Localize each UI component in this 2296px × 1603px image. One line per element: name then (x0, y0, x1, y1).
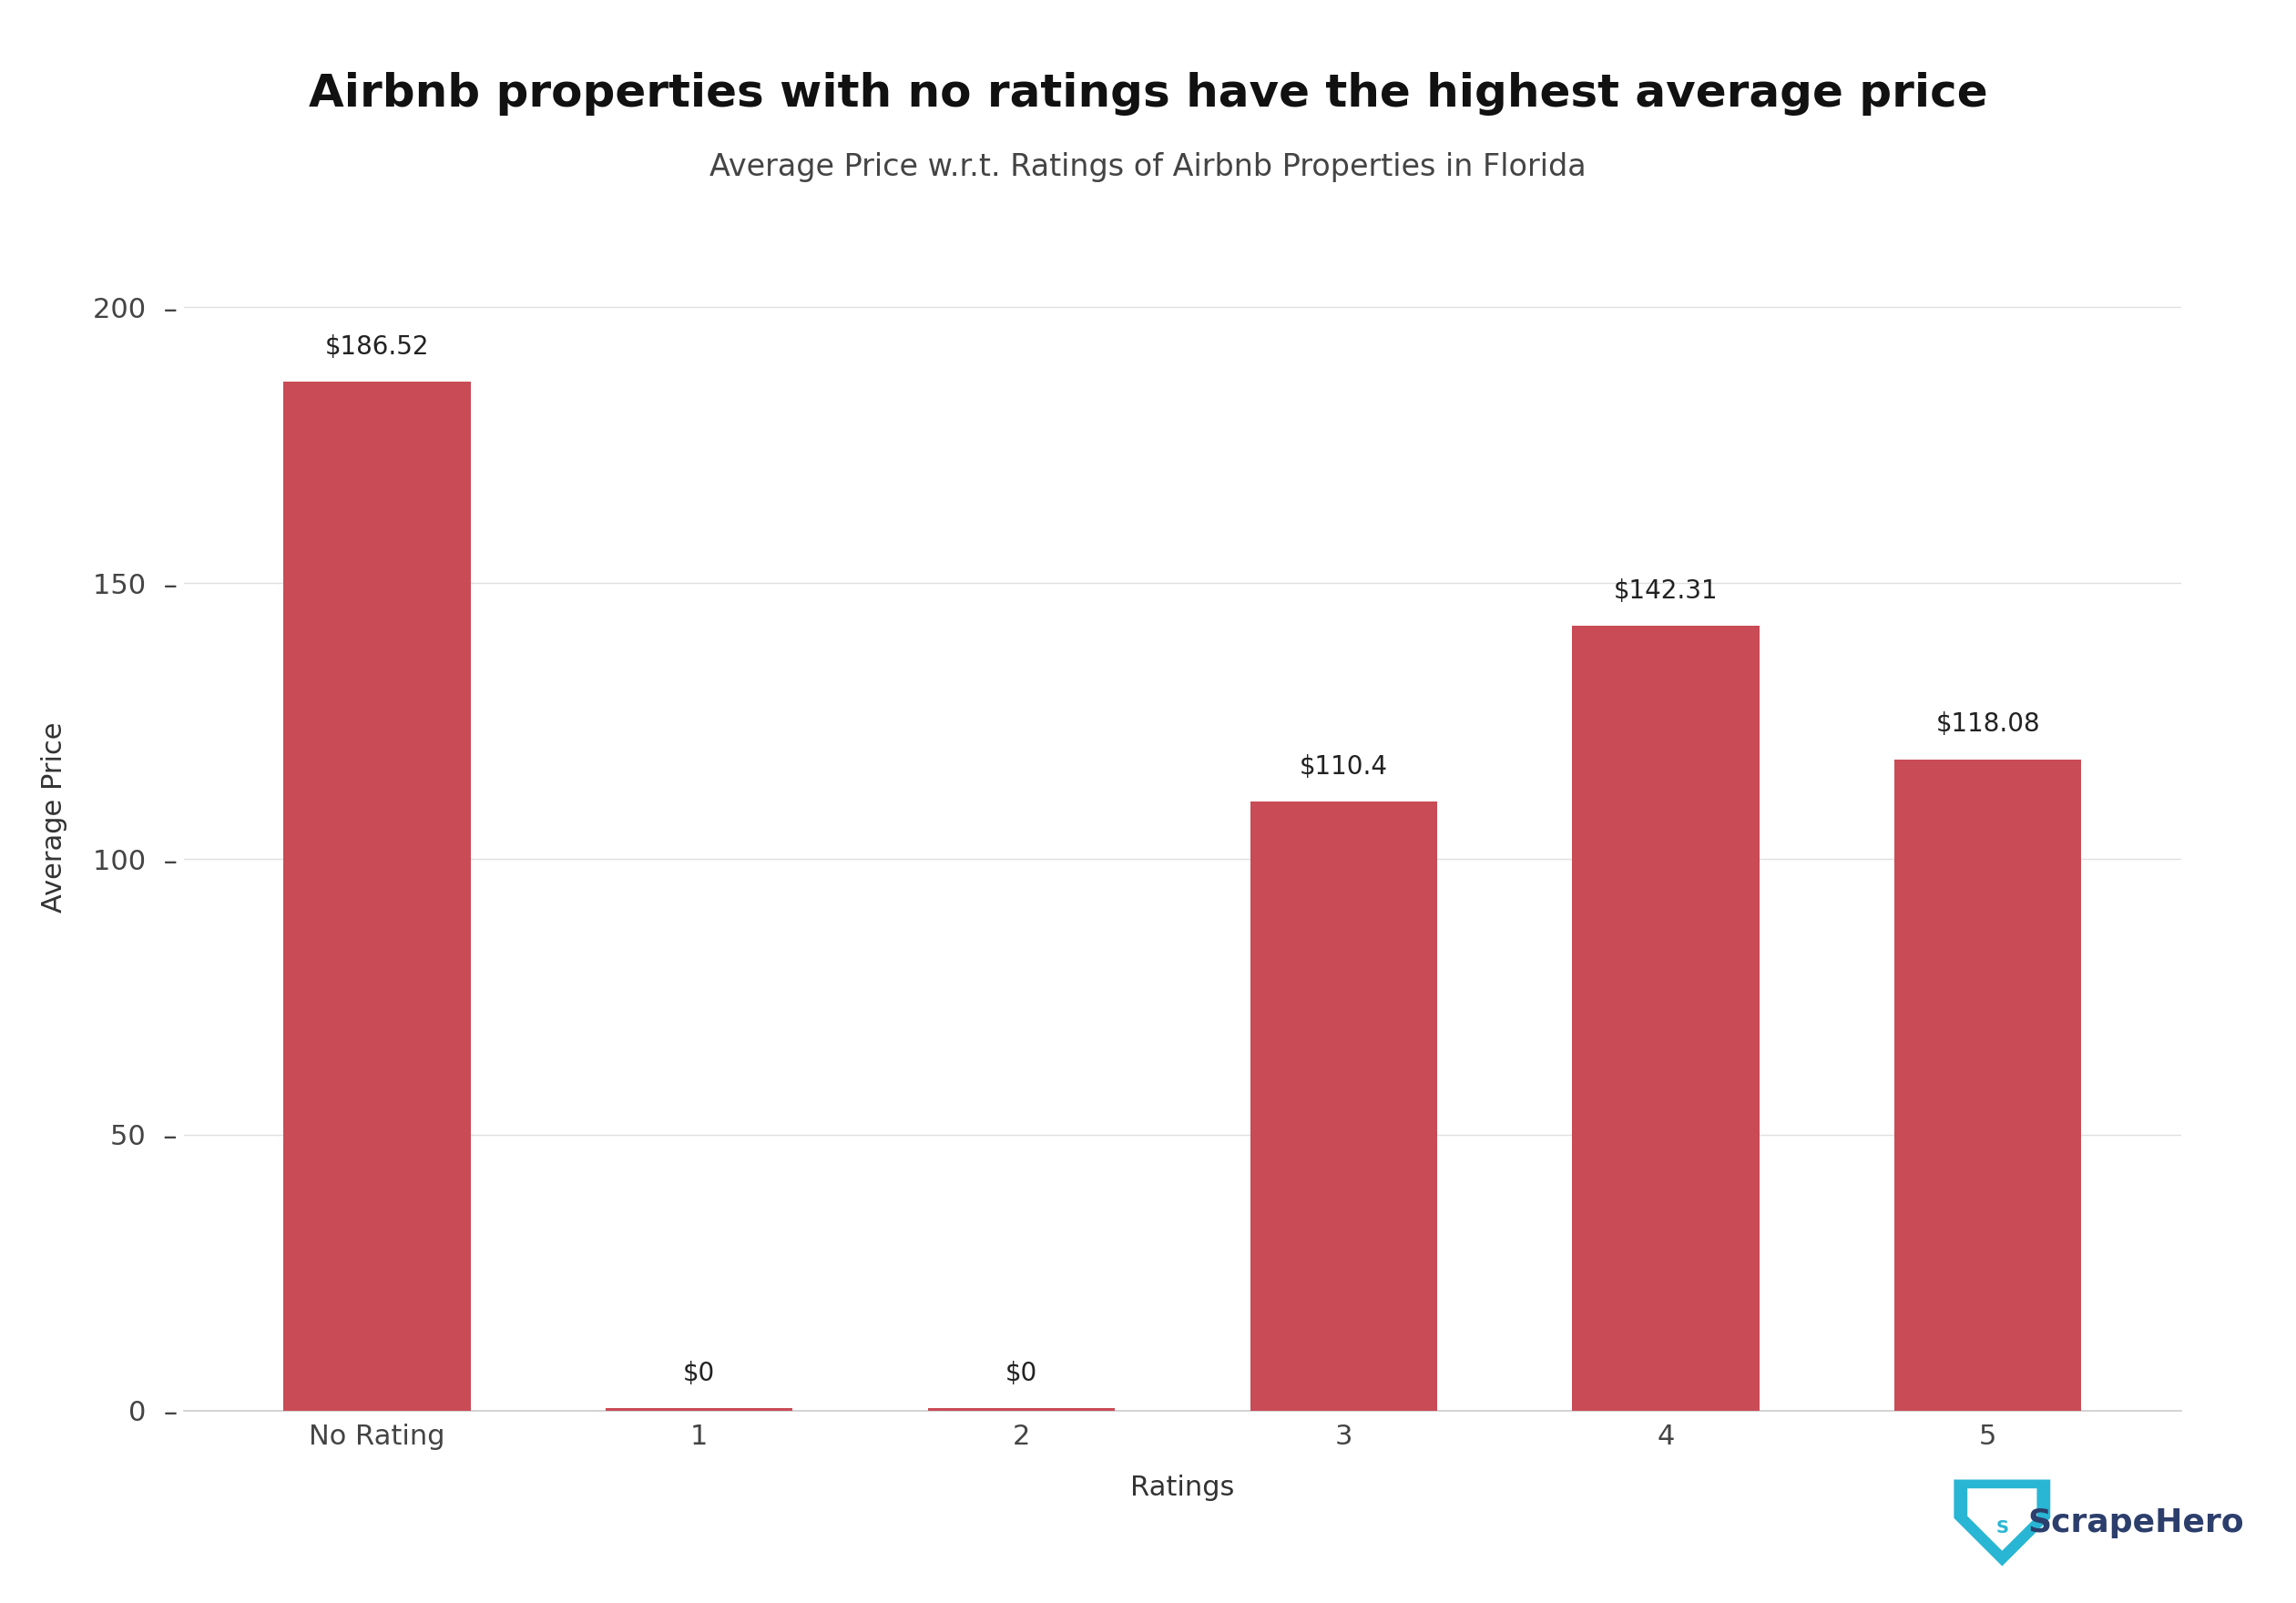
Text: $186.52: $186.52 (324, 333, 429, 359)
X-axis label: Ratings: Ratings (1130, 1475, 1235, 1502)
Bar (1249, 802, 1437, 1411)
Text: $0: $0 (684, 1361, 716, 1387)
Bar (606, 1407, 792, 1411)
Bar (928, 1407, 1116, 1411)
Polygon shape (1954, 1480, 2050, 1566)
Text: ScrapeHero: ScrapeHero (2027, 1507, 2243, 1539)
Text: $142.31: $142.31 (1614, 579, 1717, 603)
Bar (1894, 760, 2082, 1411)
Bar (285, 382, 471, 1411)
Text: $118.08: $118.08 (1936, 712, 2041, 737)
Text: $0: $0 (1006, 1361, 1038, 1387)
Text: Airbnb properties with no ratings have the highest average price: Airbnb properties with no ratings have t… (308, 72, 1988, 115)
Y-axis label: Average Price: Average Price (41, 721, 67, 914)
Text: S: S (1995, 1520, 2009, 1536)
Text: $110.4: $110.4 (1300, 753, 1387, 779)
Bar (1573, 625, 1759, 1411)
Polygon shape (1968, 1489, 2037, 1550)
Text: Average Price w.r.t. Ratings of Airbnb Properties in Florida: Average Price w.r.t. Ratings of Airbnb P… (709, 152, 1587, 183)
